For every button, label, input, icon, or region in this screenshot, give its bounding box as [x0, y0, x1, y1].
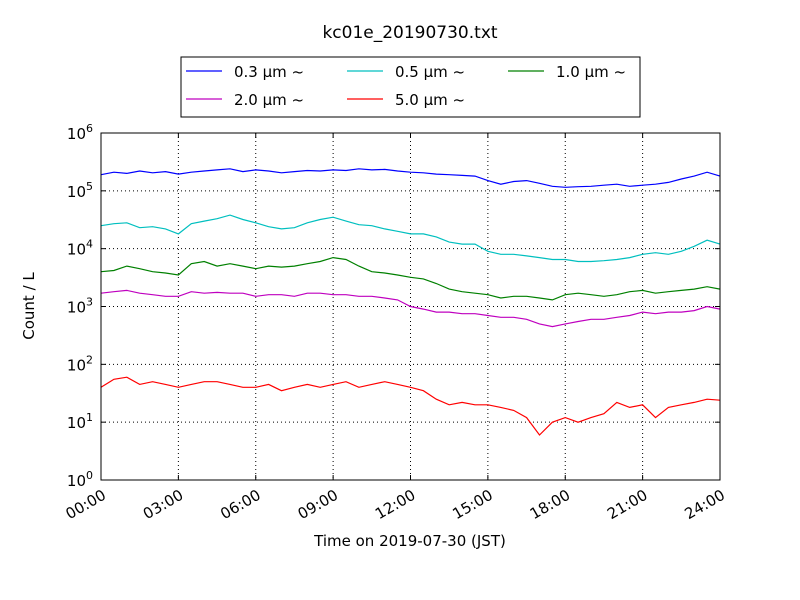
- legend-box: [180, 56, 641, 118]
- x-tick-label: 24:00: [682, 486, 728, 523]
- axis-ticks: 00:00 03:00 06:00 09:00 12:00 15:00 18:00 21:00…: [63, 122, 728, 523]
- legend-label-0: 0.3 μm ~: [234, 63, 304, 81]
- series-line-3: [100, 289, 721, 328]
- y-tick-label: 101: [67, 411, 93, 432]
- legend: 0.3 μm ~ 0.5 μm ~ 1.0 μm ~ 2.0 μm ~ 5.0 μm ~: [180, 56, 641, 118]
- legend-label-4: 5.0 μm ~: [395, 91, 465, 109]
- x-tick-label: 06:00: [217, 486, 263, 523]
- x-tick-label: 09:00: [295, 486, 341, 523]
- legend-label-3: 2.0 μm ~: [234, 91, 304, 109]
- series-line-2: [100, 256, 721, 301]
- y-axis-label: Count / L: [20, 272, 38, 340]
- y-tick-label: 102: [67, 353, 93, 374]
- x-tick-label: 12:00: [372, 486, 418, 523]
- series-line-0: [100, 168, 721, 188]
- y-tick-label: 103: [67, 296, 93, 317]
- legend-label-1: 0.5 μm ~: [395, 63, 465, 81]
- x-tick-label: 00:00: [63, 486, 109, 523]
- chart-title: kc01e_20190730.txt: [322, 23, 497, 43]
- x-tick-label: 18:00: [527, 486, 573, 523]
- y-tick-label: 104: [67, 238, 93, 259]
- y-tick-label: 100: [67, 469, 93, 490]
- x-tick-label: 21:00: [604, 486, 650, 523]
- y-tick-label: 105: [67, 180, 93, 201]
- series-line-4: [100, 376, 721, 436]
- y-tick-label: 106: [67, 122, 93, 143]
- legend-label-2: 1.0 μm ~: [556, 63, 626, 81]
- x-axis-label: Time on 2019-07-30 (JST): [313, 532, 506, 550]
- series-layer: [100, 168, 721, 436]
- x-tick-label: 15:00: [449, 486, 495, 523]
- x-tick-label: 03:00: [140, 486, 186, 523]
- series-line-1: [100, 214, 721, 263]
